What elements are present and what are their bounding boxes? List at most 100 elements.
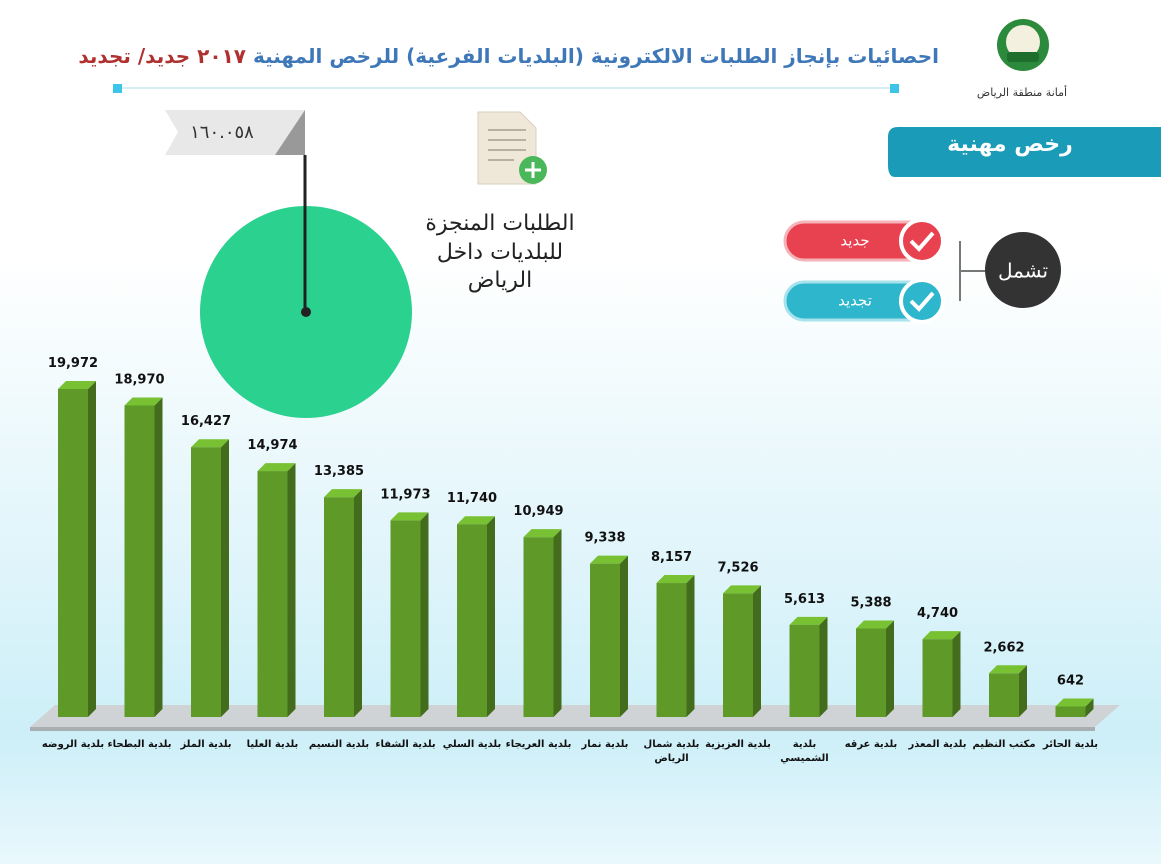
value-label: 14,974 <box>247 438 297 453</box>
includes-circle <box>985 232 1061 308</box>
value-label: 13,385 <box>314 464 364 479</box>
check <box>909 291 935 312</box>
bracket <box>959 241 990 301</box>
value-label: 8,157 <box>651 550 692 565</box>
value-label: 18,970 <box>114 372 164 387</box>
check <box>899 278 945 324</box>
value-label: 9,338 <box>584 531 625 546</box>
bar-side <box>819 616 828 717</box>
bar-top <box>656 575 695 584</box>
title: احصائيات بإنجاز الطلبات الالكترونية (الب… <box>78 44 939 68</box>
logo <box>1006 25 1040 59</box>
includes-label: تشمل <box>998 259 1048 283</box>
value-label: 642 <box>1057 673 1084 688</box>
bar <box>656 583 687 717</box>
doc-icon <box>477 111 547 185</box>
value-label: 11,973 <box>380 487 430 502</box>
bar-side <box>952 631 961 717</box>
floor <box>30 705 1120 727</box>
category-label: مكتب النظيم <box>972 739 1036 750</box>
bar-side <box>753 585 761 717</box>
floor <box>30 727 1095 731</box>
category-label: بلدية نمار <box>581 739 629 750</box>
total-label: ١٦٠.٠٥٨ <box>190 122 254 143</box>
bar-side <box>620 555 628 717</box>
value-label: 4,740 <box>917 606 958 621</box>
bar <box>922 639 953 717</box>
caption: الطلبات المنجزة للبلديات داخل الرياض <box>425 211 575 294</box>
bar-side <box>221 439 229 717</box>
bar-side <box>553 529 562 717</box>
ribbon-text: رخص مهنية <box>947 132 1073 157</box>
category-label: بلدية السلي <box>442 739 502 750</box>
bar-top <box>457 516 495 525</box>
bar <box>723 593 753 717</box>
bar <box>324 497 354 717</box>
bar <box>1055 706 1086 717</box>
bar-top <box>523 529 562 538</box>
rule-end <box>890 84 899 93</box>
category-label: بلدية العزيزية <box>705 739 771 750</box>
bar <box>989 673 1019 717</box>
bar <box>257 471 288 717</box>
logo <box>1007 52 1039 62</box>
bar-side <box>354 489 362 717</box>
bar-side <box>886 620 894 717</box>
value-label: 16,427 <box>181 414 231 429</box>
bar-side <box>88 381 96 717</box>
category-label: بلدية العريجاء <box>505 739 572 750</box>
category-label: بلدية العليا <box>246 739 299 750</box>
bar-top <box>191 439 229 448</box>
bar-top <box>58 381 96 389</box>
value-label: 11,740 <box>447 491 497 506</box>
bar-top <box>390 512 429 521</box>
pole-dot <box>301 307 311 317</box>
bar-top <box>324 489 362 498</box>
check <box>899 218 945 264</box>
bar-side <box>1085 698 1094 717</box>
bar <box>390 520 421 717</box>
category-label: بلدية المعذر <box>908 739 967 750</box>
bar-side <box>420 512 429 717</box>
flag <box>165 110 305 155</box>
flag <box>275 110 305 155</box>
ribbon <box>888 127 1161 177</box>
rule-end <box>113 84 122 93</box>
value-label: 19,972 <box>48 356 98 371</box>
bar-top <box>856 620 894 629</box>
bar-top <box>1055 698 1094 707</box>
bar-side <box>487 516 495 717</box>
category-label: بلدية الملز <box>180 739 232 750</box>
bar <box>58 389 88 717</box>
category-label: بلدية الشفاء <box>375 739 436 750</box>
title-text: احصائيات بإنجاز الطلبات الالكترونية (الب… <box>252 44 939 68</box>
value-label: 5,388 <box>850 596 891 611</box>
value-label: 7,526 <box>717 560 758 575</box>
bar-top <box>124 397 163 406</box>
category-label: بلدية البطحاء <box>107 739 172 750</box>
title-year: ٢٠١٧ جديد/ تجديد <box>78 44 246 68</box>
value-label: 5,613 <box>784 592 825 607</box>
bar-side <box>686 575 695 717</box>
bar-top <box>789 616 828 625</box>
bar <box>191 447 221 717</box>
bar-top <box>590 555 628 564</box>
category-label: بلدية عرقه <box>844 739 898 750</box>
bar-top <box>989 665 1027 674</box>
bar <box>856 628 886 717</box>
pill-text: تجديد <box>838 292 872 310</box>
category-label: بلدية الحائر <box>1042 739 1099 750</box>
bar-side <box>1019 665 1027 717</box>
bar-side <box>154 397 163 717</box>
value-label: 2,662 <box>983 640 1024 655</box>
category-label: بلدية شمال الرياض <box>643 739 700 764</box>
bar <box>789 624 820 717</box>
bar <box>457 524 487 717</box>
pill-text: جديد <box>840 232 869 250</box>
bar <box>124 405 155 717</box>
category-label: بلدية الروضه <box>41 739 105 750</box>
logo-text: أمانة منطقة الرياض <box>976 86 1068 99</box>
bar-top <box>257 463 296 472</box>
